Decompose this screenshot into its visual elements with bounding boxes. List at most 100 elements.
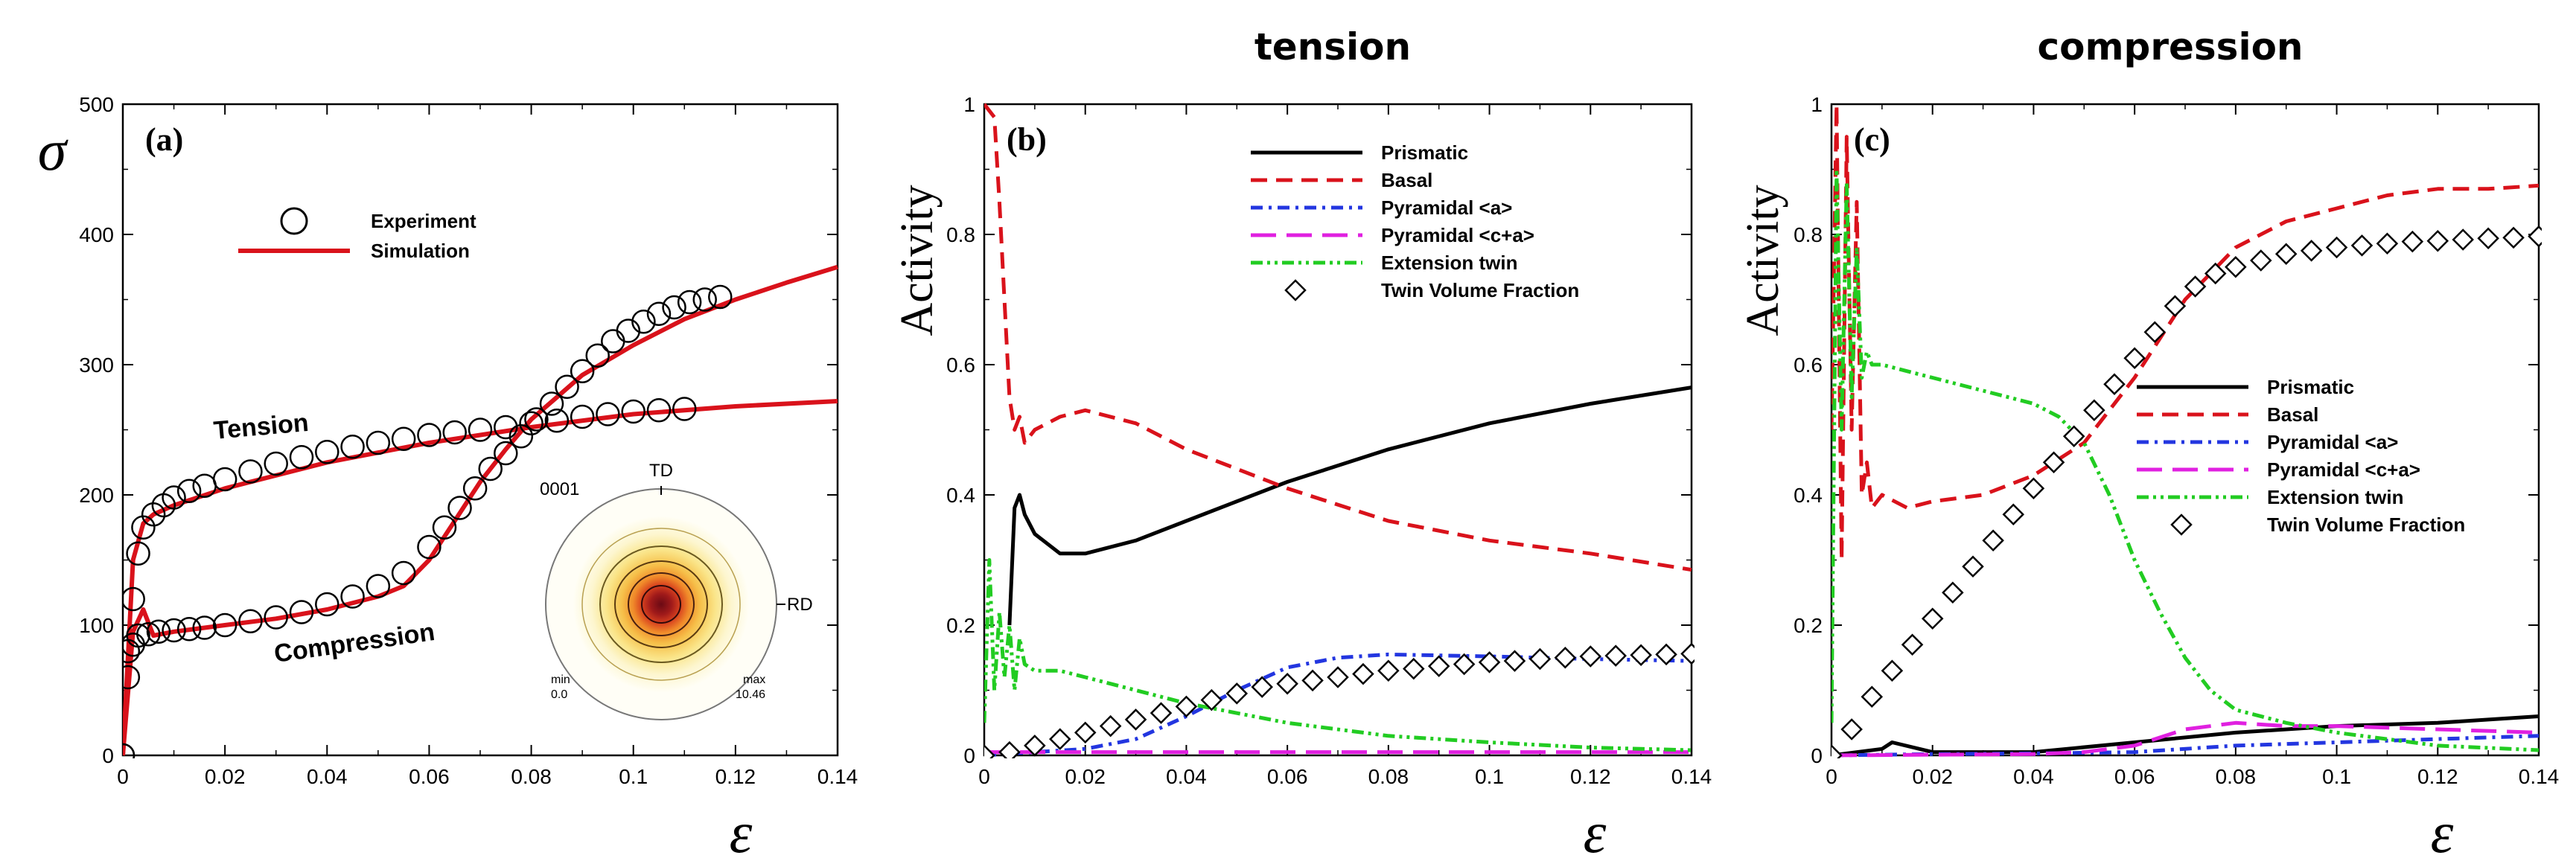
data-point-diamond (1655, 643, 1677, 666)
series-line-basal (984, 103, 1692, 572)
data-point-diamond (2350, 234, 2373, 257)
panel-c-legend: Prismatic Basal Pyramidal <a> Pyramidal <c+… (2137, 376, 2465, 536)
x-axis-label: ε (2431, 800, 2454, 865)
y-tick-label: 0.8 (1794, 223, 1823, 246)
y-tick-label: 200 (79, 484, 114, 507)
data-point-diamond (2477, 227, 2499, 250)
data-point-circle (417, 534, 441, 560)
data-point-diamond (1604, 644, 1627, 667)
panel-b-legend: Prismatic Basal Pyramidal <a> Pyramidal <c+… (1251, 141, 1579, 301)
data-point-circle (126, 541, 150, 566)
y-tick-label: 0.4 (946, 484, 975, 507)
legend-label: Prismatic (1381, 141, 1468, 164)
x-tick-label: 0.02 (1912, 765, 1953, 788)
y-axis-label: Activity (1738, 185, 1788, 336)
data-point-diamond (2143, 321, 2167, 344)
data-point-circle (539, 391, 564, 416)
data-point-circle (494, 415, 518, 440)
legend-label: Basal (1381, 169, 1432, 191)
data-point-circle (442, 420, 467, 445)
y-tick-label: 400 (79, 223, 114, 246)
y-tick-label: 0.8 (946, 223, 975, 246)
legend-label: Basal (2267, 403, 2318, 426)
data-point-diamond (1503, 650, 1526, 672)
data-point-diamond (1377, 659, 1400, 682)
panel-a: 0 0.02 0.04 0.06 0.08 0.1 0.12 0.14 0 100 200 300 40… (38, 93, 858, 865)
pole-figure-contour (641, 585, 681, 624)
data-point-diamond (1630, 644, 1652, 667)
x-tick-label: 0.04 (2013, 765, 2054, 788)
data-point-diamond (1175, 695, 1198, 718)
data-point-diamond (1251, 676, 1273, 698)
y-tick-label: 100 (79, 614, 114, 637)
data-point-diamond (2452, 228, 2474, 251)
y-tick-label: 0.4 (1794, 484, 1823, 507)
x-tick-label: 0.02 (1065, 765, 1106, 788)
data-point-circle (162, 618, 186, 643)
data-point-circle (585, 343, 610, 368)
panel-c: 0 0.02 0.04 0.06 0.08 0.1 0.12 0.14 0 0.2 0.4 0.6 0.… (1738, 93, 2559, 865)
data-point-circle (478, 456, 503, 482)
x-tick-label: 0.06 (409, 765, 450, 788)
x-tick-label: 0 (117, 765, 129, 788)
x-tick-label: 0.06 (1267, 765, 1308, 788)
data-point-diamond (1840, 718, 1863, 740)
x-tick-label: 0.08 (511, 765, 552, 788)
legend-label: Prismatic (2267, 376, 2354, 398)
legend-label: Extension twin (2267, 486, 2403, 508)
data-point-diamond (998, 740, 1021, 758)
legend-marker-diamond (2170, 514, 2193, 536)
data-point-diamond (2528, 225, 2542, 248)
x-tick-label: 0.1 (1475, 765, 1504, 788)
data-point-circle (192, 615, 217, 640)
data-point-diamond (1427, 655, 1450, 677)
data-point-diamond (2225, 255, 2247, 278)
data-point-diamond (2042, 451, 2065, 474)
data-point-diamond (2325, 236, 2348, 259)
data-point-circle (264, 451, 288, 476)
data-point-diamond (1680, 642, 1695, 665)
data-point-diamond (1327, 666, 1349, 688)
data-point-circle (340, 435, 365, 459)
data-point-diamond (2300, 240, 2323, 262)
legend-label: Pyramidal <a> (1381, 196, 1512, 219)
series-line-prismatic (1831, 714, 2540, 758)
pole-figure-contour (628, 572, 695, 636)
panel-b-title: tension (1254, 25, 1411, 68)
data-point-diamond (1579, 645, 1602, 668)
panel-b: 0 0.02 0.04 0.06 0.08 0.1 0.12 0.14 0 0.2 0.4 0.6 0.… (892, 93, 1712, 865)
data-point-circle (391, 426, 416, 451)
data-point-circle (126, 623, 150, 648)
x-axis-label: ε (730, 800, 753, 865)
legend-label: Pyramidal <a> (2267, 431, 2398, 453)
data-point-circle (708, 284, 733, 310)
data-point-circle (447, 496, 472, 520)
x-tick-label: 0.14 (817, 765, 858, 788)
data-point-diamond (2123, 347, 2146, 370)
series-group (984, 103, 1695, 758)
data-point-circle (176, 617, 202, 642)
x-tick-label: 0.08 (2216, 765, 2257, 788)
data-point-diamond (1881, 659, 1904, 682)
data-point-diamond (1942, 581, 1964, 604)
data-point-diamond (1478, 651, 1501, 674)
data-point-diamond (1403, 657, 1425, 680)
data-point-circle (468, 417, 493, 442)
y-axis-label: Activity (892, 185, 943, 336)
data-point-circle (631, 310, 656, 334)
y-tick-label: 1 (963, 93, 975, 116)
data-point-circle (391, 560, 416, 586)
series-line-extension-twin (1831, 167, 2540, 752)
legend-label: Twin Volume Fraction (2267, 514, 2465, 536)
data-point-diamond (1901, 633, 1924, 656)
data-point-diamond (2426, 229, 2449, 252)
data-point-diamond (1528, 647, 1552, 671)
x-axis-label: ε (1584, 800, 1607, 865)
data-point-diamond (1024, 735, 1046, 757)
data-point-diamond (1831, 744, 1843, 758)
data-point-diamond (1861, 685, 1884, 708)
y-tick-label: 0.2 (1794, 614, 1823, 637)
data-point-diamond (2401, 230, 2424, 253)
data-point-circle (315, 440, 339, 464)
